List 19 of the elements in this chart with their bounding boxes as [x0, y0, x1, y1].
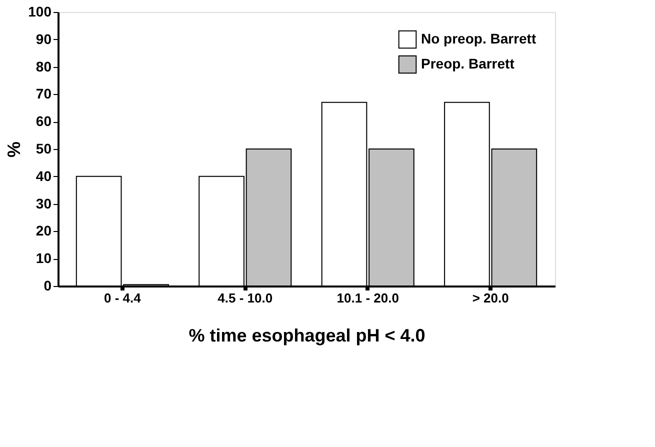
y-tick-label: 40: [36, 168, 52, 184]
y-tick-label: 100: [28, 4, 52, 20]
x-tick-label: 4.5 - 10.0: [218, 290, 273, 306]
legend-label: No preop. Barrett: [421, 30, 536, 46]
x-tick-label: 0 - 4.4: [104, 290, 142, 306]
x-tick-label: > 20.0: [472, 290, 509, 306]
y-tick-label: 60: [36, 113, 52, 130]
x-axis-title: % time esophageal pH < 4.0: [188, 326, 426, 346]
y-tick-label: 10: [36, 250, 52, 266]
x-tick-label: 10.1 - 20.0: [336, 290, 399, 306]
legend-label: Preop. Barrett: [421, 56, 515, 72]
y-axis-title: %: [4, 141, 24, 158]
y-tick-label: 0: [44, 278, 52, 294]
y-tick-label: 30: [36, 195, 52, 212]
y-tick-label: 50: [36, 140, 52, 156]
y-tick-label: 70: [36, 86, 52, 102]
y-tick-label: 90: [36, 30, 52, 47]
y-tick-label: 20: [36, 222, 52, 239]
y-tick-label: 80: [36, 58, 52, 74]
